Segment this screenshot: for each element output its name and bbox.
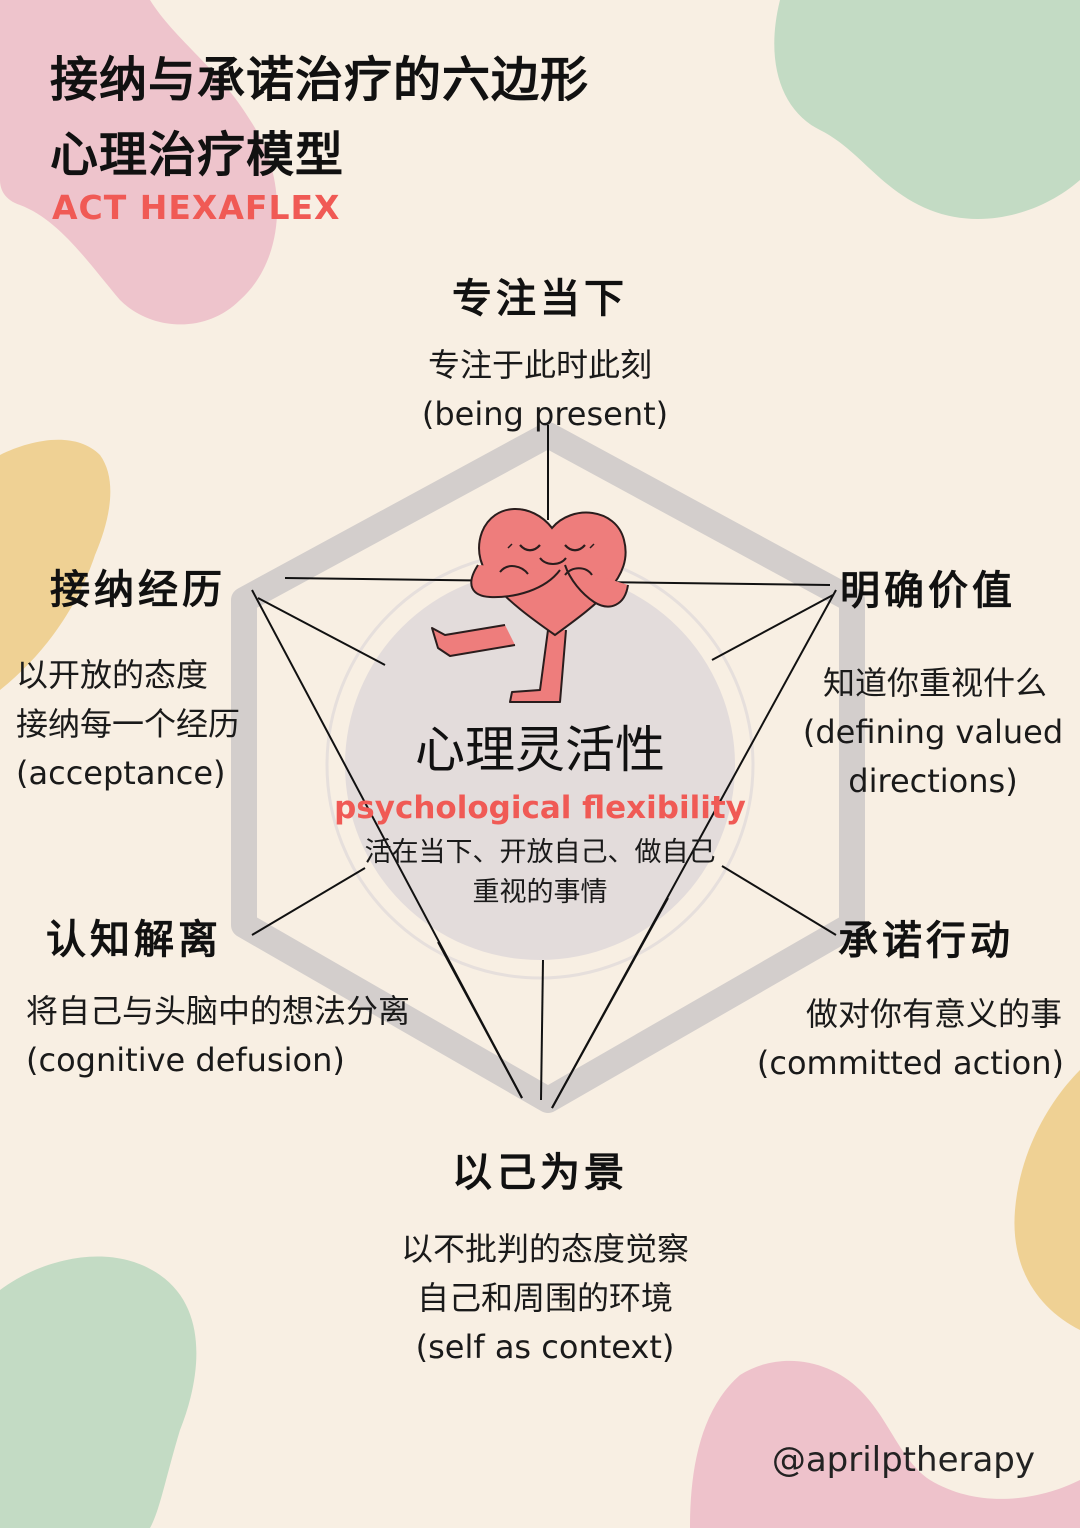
node-lower-right-desc-cn: 做对你有意义的事: [805, 995, 1062, 1033]
pink-blob-bottom-right: [690, 1360, 1080, 1528]
node-lower-right-desc-en: (committed action): [756, 1044, 1064, 1082]
yellow-blob-left: [0, 439, 111, 690]
page-subtitle: ACT HEXAFLEX: [52, 188, 341, 227]
node-lower-left-desc-en: (cognitive defusion): [26, 1041, 345, 1079]
green-blob-top-right: [774, 0, 1080, 219]
connector-ur-center: [711, 594, 834, 661]
connector-ll-center: [251, 867, 366, 936]
connector-ul-center: [257, 597, 386, 666]
node-upper-right-desc-en2: directions): [848, 762, 1018, 800]
node-upper-right-title: 明确价值: [840, 568, 1016, 614]
node-bottom-desc-en: (self as context): [415, 1328, 675, 1366]
node-upper-right-desc-en1: (defining valued: [802, 713, 1064, 751]
node-upper-right-desc-cn: 知道你重视什么: [822, 664, 1047, 702]
center-title-cn: 心理灵活性: [415, 721, 665, 779]
node-upper-left-desc-cn1: 以开放的态度: [16, 656, 209, 694]
heart-hugging-icon: [431, 508, 629, 703]
hexagon-outline: [231, 422, 865, 1113]
node-top-desc-cn: 专注于此时此刻: [427, 346, 652, 384]
node-top-title: 专注当下: [452, 276, 628, 322]
yellow-blob-right: [1014, 1070, 1080, 1330]
node-lower-right-title: 承诺行动: [838, 918, 1014, 964]
pink-blob-top-left: [0, 0, 278, 325]
node-bottom-title: 以己为景: [452, 1150, 628, 1196]
center-circle: [345, 570, 735, 960]
center-desc-line1: 活在当下、开放自己、做自己: [364, 837, 716, 868]
connector-ll-bottom: [437, 941, 523, 1099]
node-upper-left-desc-en: (acceptance): [16, 754, 226, 792]
author-handle: @aprilptherapy: [771, 1440, 1035, 1480]
page-title-line1: 接纳与承诺治疗的六边形: [50, 52, 590, 108]
node-bottom-desc-cn2: 自己和周围的环境: [416, 1279, 673, 1317]
green-blob-bottom-left: [0, 1256, 197, 1528]
connector-lr-center: [721, 865, 837, 936]
page-title-line2: 心理治疗模型: [50, 127, 345, 183]
connector-lr-bottom: [551, 897, 669, 1109]
node-upper-left-title: 接纳经历: [50, 567, 226, 613]
node-top-desc-en: (being present): [421, 395, 669, 433]
node-lower-left-desc-cn: 将自己与头脑中的想法分离: [26, 992, 411, 1030]
center-desc-line2: 重视的事情: [472, 877, 608, 908]
node-lower-left-title: 认知解离: [46, 917, 222, 963]
node-bottom-desc-cn1: 以不批判的态度觉察: [400, 1230, 689, 1268]
node-upper-left-desc-cn2: 接纳每一个经历: [16, 705, 241, 743]
center-title-en: psychological flexibility: [334, 790, 746, 826]
connector-bottom: [540, 959, 544, 1101]
